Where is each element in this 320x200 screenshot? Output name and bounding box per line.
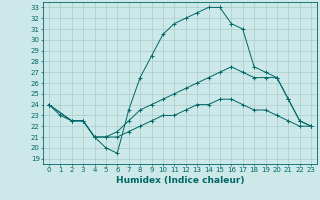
X-axis label: Humidex (Indice chaleur): Humidex (Indice chaleur) bbox=[116, 176, 244, 185]
